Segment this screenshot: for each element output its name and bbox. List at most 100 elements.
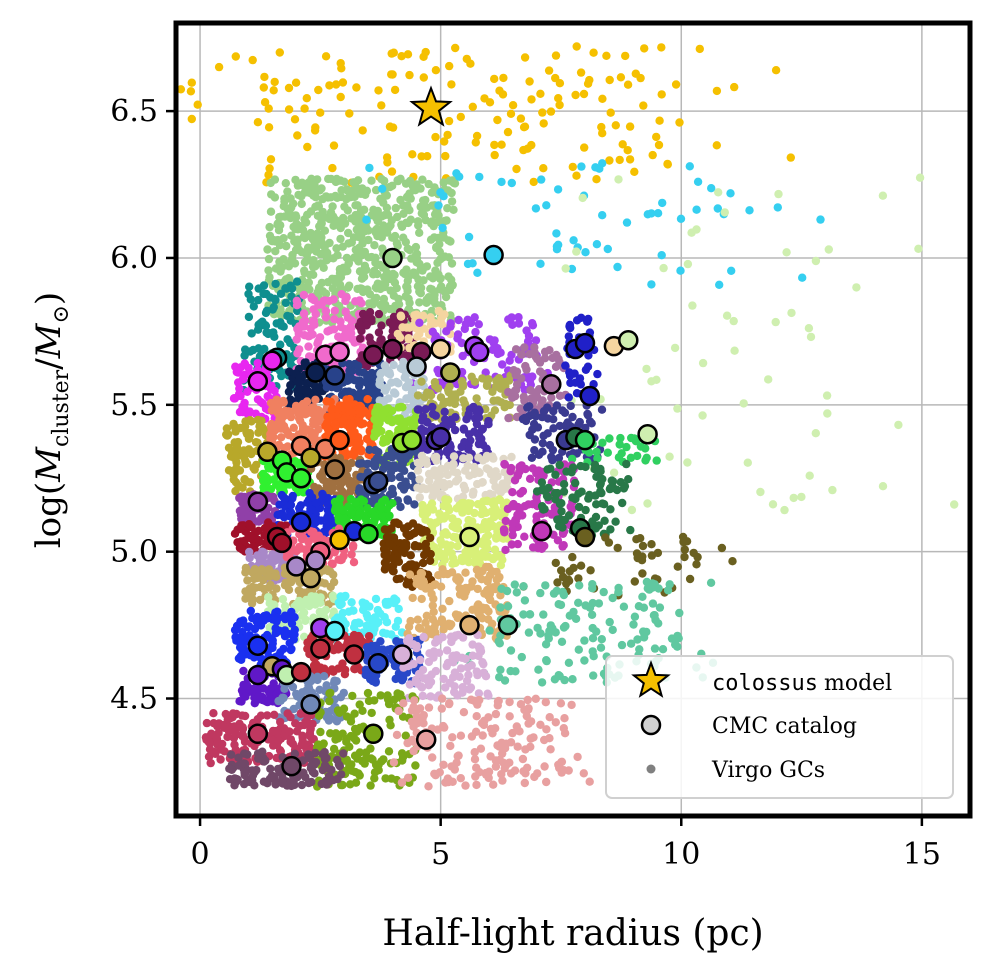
- virgo-gc-point: [630, 167, 639, 176]
- virgo-gc-point: [355, 459, 364, 468]
- virgo-gc-point: [417, 377, 426, 386]
- virgo-gc-point: [435, 509, 444, 518]
- virgo-gc-point: [495, 86, 504, 95]
- virgo-gc-point: [555, 100, 564, 110]
- virgo-gc-point: [544, 66, 554, 75]
- virgo-gc-point: [232, 442, 242, 452]
- virgo-gc-point: [685, 162, 694, 171]
- virgo-gc-point: [286, 381, 295, 390]
- virgo-gc-point: [323, 500, 332, 509]
- virgo-gc-point: [447, 637, 456, 647]
- virgo-gc-point: [642, 627, 651, 637]
- virgo-gc-point: [352, 83, 361, 92]
- virgo-gc-point: [337, 64, 346, 73]
- virgo-gc-point: [347, 509, 356, 518]
- virgo-gc-point: [510, 386, 520, 395]
- virgo-gc-point: [580, 636, 589, 645]
- virgo-gc-point: [224, 443, 234, 452]
- virgo-gc-point: [356, 229, 366, 238]
- virgo-gc-point: [467, 661, 476, 670]
- virgo-gc-point: [425, 556, 435, 565]
- virgo-gc-point: [540, 354, 550, 363]
- virgo-gc-point: [422, 298, 431, 307]
- virgo-gc-point: [371, 678, 380, 687]
- virgo-gc-point: [657, 90, 666, 99]
- virgo-gc-point: [615, 155, 624, 165]
- virgo-gc-point: [804, 324, 814, 333]
- virgo-gc-point: [471, 548, 481, 557]
- virgo-gc-point: [414, 542, 424, 551]
- virgo-gc-point: [377, 504, 386, 513]
- virgo-gc-point: [558, 542, 567, 551]
- plot-area: [176, 42, 970, 791]
- virgo-gc-point: [263, 245, 272, 254]
- virgo-gc-point: [235, 407, 245, 417]
- virgo-gc-point: [264, 123, 274, 132]
- virgo-gc-point: [569, 607, 578, 617]
- virgo-gc-point: [318, 474, 327, 483]
- virgo-gc-point: [714, 188, 723, 197]
- virgo-gc-point: [430, 294, 439, 303]
- virgo-gc-point: [551, 558, 560, 568]
- virgo-gc-point: [468, 577, 477, 586]
- virgo-gc-point: [290, 625, 299, 634]
- virgo-gc-point: [739, 399, 748, 408]
- virgo-gc-point: [387, 378, 396, 387]
- virgo-gc-point: [743, 458, 752, 467]
- virgo-gc-point: [529, 177, 538, 187]
- virgo-gc-point: [483, 575, 492, 584]
- virgo-gc-point: [369, 297, 379, 306]
- virgo-gc-point: [240, 359, 249, 368]
- virgo-gc-point: [229, 419, 238, 429]
- virgo-gc-point: [363, 459, 372, 468]
- virgo-gc-point: [658, 198, 667, 208]
- virgo-gc-point: [444, 116, 454, 126]
- virgo-gc-point: [385, 511, 394, 520]
- virgo-gc-point: [388, 321, 398, 331]
- virgo-gc-point: [257, 514, 266, 523]
- virgo-gc-point: [549, 424, 558, 433]
- virgo-gc-point: [446, 319, 455, 328]
- virgo-gc-point: [410, 500, 419, 509]
- virgo-gc-point: [315, 383, 324, 392]
- virgo-gc-point: [638, 569, 647, 578]
- virgo-gc-point: [561, 361, 570, 370]
- virgo-gc-point: [311, 123, 320, 132]
- virgo-gc-point: [293, 324, 302, 334]
- virgo-gc-point: [430, 623, 439, 632]
- virgo-gc-point: [254, 692, 263, 701]
- virgo-gc-point: [269, 475, 279, 484]
- virgo-gc-point: [636, 73, 645, 83]
- virgo-gc-point: [547, 452, 556, 462]
- virgo-gc-point: [387, 473, 396, 483]
- virgo-gc-point: [293, 131, 302, 140]
- virgo-gc-point: [413, 615, 422, 624]
- virgo-gc-point: [422, 203, 431, 212]
- virgo-gc-point: [490, 336, 499, 345]
- virgo-gc-point: [246, 295, 255, 304]
- virgo-gc-point: [556, 600, 566, 610]
- virgo-gc-point: [513, 510, 522, 519]
- virgo-gc-point: [288, 612, 298, 621]
- virgo-gc-point: [396, 364, 406, 373]
- virgo-gc-point: [421, 405, 430, 414]
- virgo-gc-point: [241, 692, 250, 701]
- virgo-gc-point: [576, 461, 585, 471]
- virgo-gc-point: [357, 274, 367, 283]
- virgo-gc-point: [430, 378, 440, 387]
- virgo-gc-point: [583, 362, 593, 371]
- virgo-gc-point: [461, 568, 470, 577]
- virgo-gcs-series: [176, 42, 970, 791]
- virgo-gc-point: [671, 80, 681, 89]
- virgo-gc-point: [576, 561, 586, 570]
- virgo-gc-point: [588, 647, 597, 656]
- virgo-gc-point: [537, 396, 547, 406]
- virgo-gc-point: [270, 193, 280, 202]
- virgo-gc-point: [291, 175, 300, 185]
- virgo-gc-point: [607, 476, 616, 485]
- virgo-gc-point: [555, 391, 565, 400]
- virgo-gc-point: [503, 127, 513, 137]
- virgo-gc-point: [506, 646, 516, 655]
- virgo-gc-point: [448, 281, 457, 290]
- virgo-gc-point: [536, 89, 545, 99]
